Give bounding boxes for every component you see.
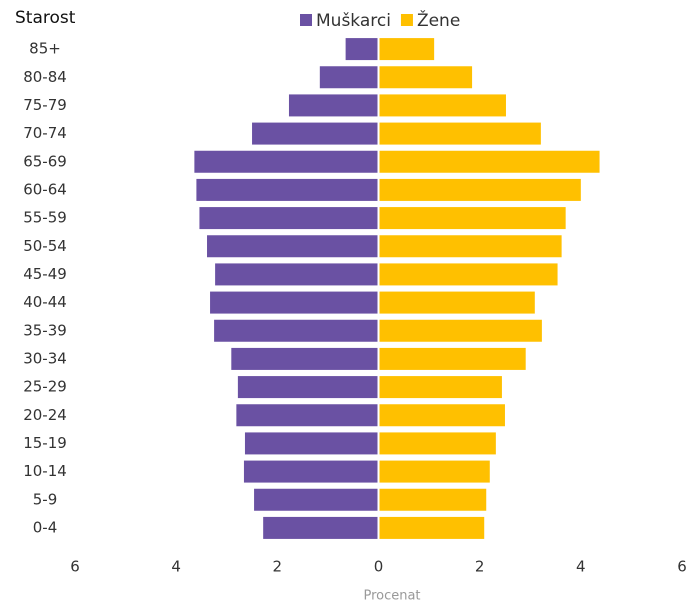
bar [378, 38, 435, 61]
legend-label: Muškarci [316, 11, 391, 31]
bar [378, 207, 566, 230]
y-tick-label: 50-54 [23, 237, 67, 255]
x-axis-title: Procenat [363, 589, 420, 604]
y-tick-label: 0-4 [33, 518, 58, 536]
bar [378, 432, 496, 455]
y-tick-label: 45-49 [23, 265, 67, 283]
bar [378, 404, 505, 427]
y-tick-label: 85+ [29, 40, 61, 58]
bar [252, 122, 379, 145]
bar [378, 460, 490, 483]
y-tick-label: 55-59 [23, 209, 67, 227]
bar [237, 376, 379, 399]
y-tick-label: 80-84 [23, 68, 67, 86]
bar [378, 66, 473, 89]
bar [378, 150, 600, 173]
y-tick-label: 65-69 [23, 152, 67, 170]
bar [378, 347, 526, 370]
bar [231, 347, 379, 370]
x-tick-label: 6 [677, 558, 687, 576]
y-tick-label: 35-39 [23, 321, 67, 339]
x-tick-label: 4 [576, 558, 586, 576]
legend-swatch [300, 14, 312, 26]
y-tick-label: 60-64 [23, 180, 67, 198]
y-tick-label: 20-24 [23, 406, 67, 424]
bar [263, 516, 379, 539]
x-tick-label: 2 [273, 558, 283, 576]
bar [210, 291, 379, 314]
bar [214, 319, 379, 342]
bar [378, 516, 485, 539]
y-tick-label: 25-29 [23, 378, 67, 396]
y-tick-label: 30-34 [23, 349, 67, 367]
bar [244, 432, 379, 455]
legend-swatch [400, 14, 413, 26]
chart-title: Starost [15, 8, 76, 28]
x-tick-label: 6 [70, 558, 80, 576]
x-tick-label: 4 [171, 558, 181, 576]
bar [378, 291, 535, 314]
bar [196, 178, 379, 201]
y-tick-label: 15-19 [23, 434, 67, 452]
y-tick-label: 75-79 [23, 96, 67, 114]
bar [378, 94, 506, 117]
x-tick-label: 0 [374, 558, 384, 576]
y-tick-label: 10-14 [23, 462, 67, 480]
bar [378, 178, 581, 201]
bar [378, 263, 558, 286]
bar [288, 94, 379, 117]
bar [378, 376, 502, 399]
x-tick-label: 2 [475, 558, 485, 576]
bar [378, 122, 541, 145]
bar [215, 263, 379, 286]
bar [345, 38, 379, 61]
y-tick-label: 70-74 [23, 124, 67, 142]
bar [236, 404, 379, 427]
bar [378, 319, 542, 342]
y-tick-label: 5-9 [33, 490, 58, 508]
bar [378, 488, 487, 511]
bar [199, 207, 379, 230]
legend-label: Žene [417, 9, 460, 31]
bar [254, 488, 379, 511]
bar [207, 235, 379, 258]
bar [194, 150, 379, 173]
bar [243, 460, 379, 483]
bar [319, 66, 379, 89]
y-tick-label: 40-44 [23, 293, 67, 311]
bar [378, 235, 562, 258]
